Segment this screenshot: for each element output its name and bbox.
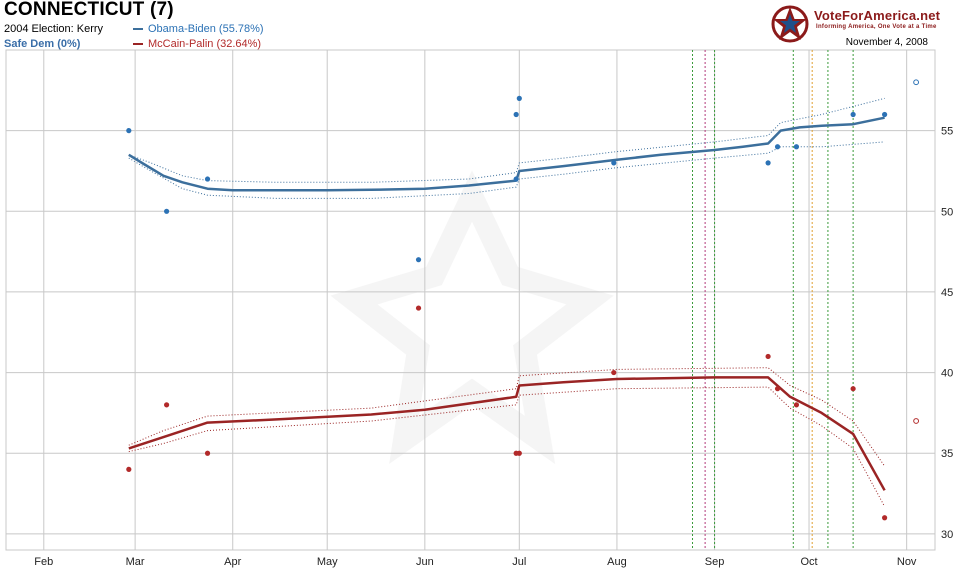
legend-item-dem: Obama-Biden (55.78%): [133, 23, 264, 35]
chart-date: November 4, 2008: [845, 37, 928, 48]
rep-poll-point: [793, 402, 800, 408]
y-axis-labels: 30 35 40 45 50 55: [941, 126, 953, 541]
rep-upper-band: [128, 367, 886, 467]
x-tick-label: Aug: [607, 556, 627, 568]
x-axis-labels: Feb Mar Apr May Jun Jul Aug Sep Oct Nov: [34, 556, 917, 568]
brand-logo[interactable]: VoteForAmerica.net Informing America, On…: [770, 4, 940, 44]
y-tick-label: 50: [941, 206, 953, 218]
dem-poll-point: [774, 144, 781, 150]
dem-poll-point: [850, 111, 856, 118]
x-tick-label: Jul: [512, 556, 526, 568]
y-tick-label: 40: [941, 368, 953, 380]
dem-poll-point: [882, 111, 888, 118]
rep-lower-band: [128, 386, 886, 507]
event-lines: [692, 50, 854, 550]
x-tick-label: Mar: [126, 556, 145, 568]
grid-lines: [5, 49, 936, 551]
legend-swatch-dem: [133, 28, 143, 30]
brand-tagline: Informing America, One Vote at a Time: [816, 24, 937, 30]
rep-poll-point: [204, 450, 211, 456]
rep-election-marker: [913, 418, 920, 424]
legend-swatch-rep: [133, 43, 143, 45]
chart-header: CONNECTICUT (7) 2004 Election: Kerry Saf…: [0, 0, 980, 50]
brand-name: VoteForAmerica.net: [814, 8, 941, 23]
dem-poll-point: [516, 95, 522, 101]
legend-label-dem: Obama-Biden (55.78%): [148, 23, 264, 35]
x-tick-label: Feb: [34, 556, 53, 568]
confidence-bands: [128, 97, 886, 507]
dem-poll-point: [611, 160, 617, 166]
rep-trend-line: [128, 376, 886, 491]
trend-lines: [128, 116, 886, 491]
rep-poll-point: [516, 450, 522, 456]
star-logo-icon: [771, 5, 809, 43]
y-tick-label: 30: [941, 529, 953, 541]
legend-label-rep: McCain-Palin (32.64%): [148, 38, 262, 50]
rep-poll-point: [126, 466, 132, 472]
dem-poll-point: [793, 144, 800, 150]
dem-poll-point: [126, 128, 132, 134]
y-tick-label: 35: [941, 448, 953, 460]
legend-item-rep: McCain-Palin (32.64%): [133, 38, 261, 50]
y-tick-label: 55: [941, 126, 953, 138]
rating: Safe Dem (0%): [4, 38, 81, 50]
dem-election-marker: [913, 79, 920, 86]
x-tick-label: May: [317, 556, 338, 568]
dem-poll-point: [513, 176, 519, 182]
rep-poll-point: [774, 386, 781, 392]
dem-poll-point: [164, 208, 170, 214]
poll-points: [126, 79, 920, 521]
rep-poll-point: [164, 402, 170, 408]
x-tick-label: Sep: [705, 556, 725, 568]
rep-poll-point: [882, 515, 888, 521]
x-tick-label: Nov: [897, 556, 917, 568]
state-title: CONNECTICUT (7): [4, 0, 174, 20]
dem-poll-point: [513, 111, 519, 118]
x-tick-label: Jun: [416, 556, 434, 568]
rep-poll-point: [415, 305, 422, 311]
rep-poll-point: [611, 369, 617, 376]
dem-poll-point: [765, 160, 771, 166]
dem-trend-line: [128, 116, 885, 192]
rep-poll-point: [850, 386, 856, 392]
dem-poll-point: [415, 257, 422, 263]
prior-election: 2004 Election: Kerry: [4, 23, 104, 35]
x-tick-label: Oct: [800, 556, 817, 568]
y-tick-label: 45: [941, 287, 953, 299]
rep-poll-point: [765, 353, 771, 360]
dem-poll-point: [204, 176, 211, 182]
x-tick-label: Apr: [224, 556, 241, 568]
plot-frame: [5, 49, 936, 551]
